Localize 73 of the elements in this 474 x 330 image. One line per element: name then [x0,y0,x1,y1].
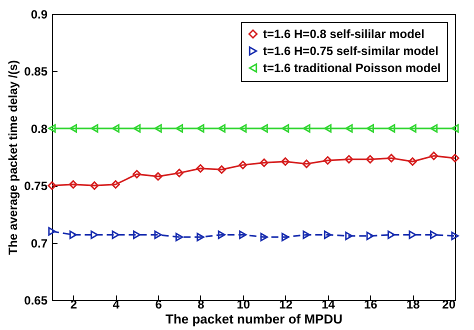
point [69,124,78,133]
point [48,181,56,190]
legend-label: t=1.6 H=0.8 self-sililar model [263,27,424,41]
point [218,124,226,133]
point [48,227,56,236]
point [260,124,268,133]
point [154,230,162,240]
point [451,124,459,133]
point [90,181,99,190]
point [175,124,184,133]
point [238,160,248,170]
point [133,124,141,133]
point [282,232,290,242]
y-tick-label: 0.9 [30,8,48,22]
y-axis-title: The average packet time delay /(s) [6,60,20,255]
point [324,230,332,240]
point [366,232,374,240]
y-tick-label: 0.85 [24,64,48,79]
point [48,124,56,133]
point [450,154,460,162]
x-tick-label: 4 [112,298,120,312]
point [388,124,396,133]
point [239,124,247,133]
point [217,165,226,174]
y-tick-label: 0.8 [30,122,48,136]
point [175,232,184,242]
point [344,155,354,164]
y-tick-label: 0.7 [30,236,48,250]
point [281,157,290,166]
point [451,232,459,240]
point [69,230,78,240]
point [345,232,353,240]
point [133,230,141,240]
point [302,160,311,168]
point [154,172,162,181]
point [154,124,162,133]
point [90,124,98,133]
x-tick-label: 14 [322,298,336,312]
y-tick-label: 0.65 [24,294,48,308]
x-axis-title: The packet number of MPDU [166,312,342,326]
point [430,152,438,160]
legend-label: t=1.6 traditional Poisson model [263,61,441,75]
point [366,124,374,133]
point [388,230,396,240]
point [260,232,268,242]
point [196,164,205,173]
y-tick-label: 0.75 [24,179,48,194]
point [302,124,310,133]
point [408,230,416,240]
point [218,230,226,240]
point [132,170,142,178]
legend-label: t=1.6 H=0.75 self-similar model [263,44,438,58]
point [366,155,374,164]
point [430,230,438,240]
point [408,124,416,133]
point [345,124,353,133]
point [239,230,247,240]
point [408,157,417,166]
point [196,124,204,133]
point [111,180,120,189]
point [430,124,438,133]
point [323,156,332,165]
point [260,158,268,168]
point [112,124,120,133]
point [324,124,332,133]
point [387,154,396,162]
point [90,230,98,240]
point [302,230,310,240]
point [196,232,204,242]
point [112,230,120,240]
point [282,124,290,133]
point [174,168,184,178]
point [68,180,78,189]
